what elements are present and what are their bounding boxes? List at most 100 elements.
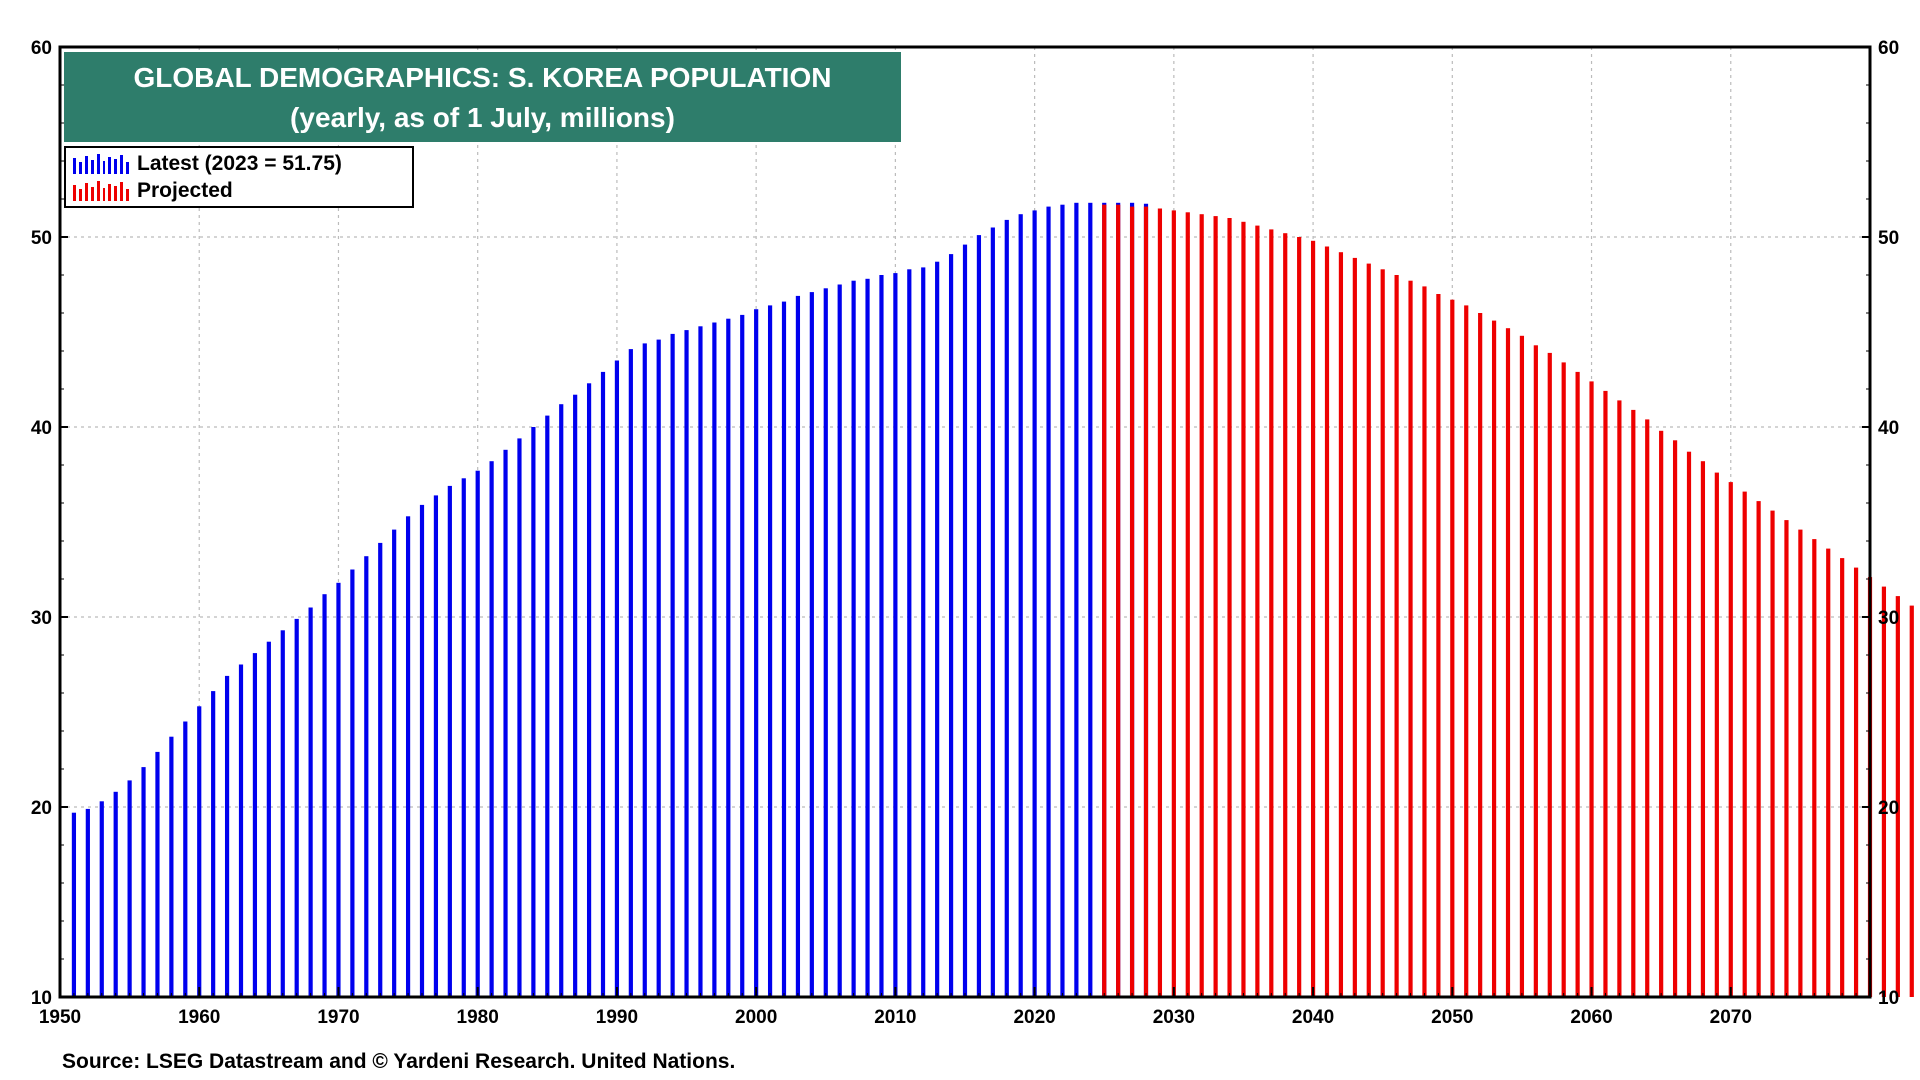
bar-latest-1989: [600, 371, 606, 997]
x-tick-label: 2050: [1431, 1007, 1473, 1028]
bar-latest-2009: [879, 275, 884, 997]
legend-swatch-bar: [84, 182, 88, 201]
bar-latest-2008: [865, 278, 870, 997]
bar-latest-1959: [183, 721, 188, 997]
bar-projected-2051: [1464, 305, 1469, 997]
bar-latest-1999: [740, 314, 745, 997]
source-note: Source: LSEG Datastream and © Yardeni Re…: [62, 1050, 736, 1073]
bar-projected-2054: [1505, 328, 1511, 997]
bar-projected-2082: [1895, 596, 1900, 997]
bar-projected-2069: [1714, 472, 1719, 998]
bar-latest-1952: [85, 808, 90, 997]
legend-swatch-bar: [108, 183, 112, 201]
bar-projected-2043: [1352, 257, 1357, 997]
bar-projected-2083: [1909, 605, 1914, 997]
y-tick-label-right: 10: [1878, 988, 1899, 1009]
bar-latest-1986: [559, 404, 564, 997]
y-tick-label-left: 20: [31, 798, 52, 819]
bar-latest-1998: [726, 318, 731, 997]
bar-projected-2055: [1519, 335, 1525, 997]
bar-latest-1977: [433, 495, 439, 997]
y-tick-label-right: 50: [1878, 228, 1899, 249]
bar-projected-2066: [1672, 440, 1678, 997]
legend-swatch-bar: [126, 188, 130, 201]
bar-latest-2007: [851, 280, 856, 997]
bar-latest-2017: [990, 227, 995, 997]
bar-latest-1968: [308, 607, 313, 997]
bar-projected-2049: [1436, 294, 1441, 997]
bar-latest-1984: [531, 427, 536, 997]
bar-projected-2027: [1129, 206, 1135, 998]
bar-projected-2056: [1533, 345, 1538, 997]
legend-swatch-bar: [90, 159, 94, 174]
bar-latest-1963: [238, 664, 244, 997]
bar-projected-2039: [1297, 237, 1302, 997]
legend-swatch-bar: [78, 188, 82, 201]
x-tick-label: 1950: [39, 1007, 81, 1028]
legend-swatch-bar: [90, 186, 94, 201]
bar-projected-2071: [1742, 491, 1747, 997]
legend-swatch-bar: [73, 157, 76, 174]
legend-swatch-latest: [73, 153, 130, 174]
bar-projected-2079: [1853, 567, 1859, 997]
legend-swatch-bar: [108, 156, 112, 174]
bar-latest-1964: [252, 653, 258, 997]
bar-projected-2026: [1116, 204, 1121, 997]
bar-projected-2063: [1631, 409, 1636, 997]
bar-latest-2016: [976, 235, 982, 998]
bar-latest-1990: [614, 360, 620, 997]
legend-label-latest: Latest (2023 = 51.75): [137, 151, 342, 175]
bar-latest-2011: [907, 269, 912, 997]
bar-latest-2006: [837, 284, 842, 997]
bar-latest-1974: [392, 529, 397, 997]
bar-latest-1994: [670, 333, 675, 997]
legend-swatch-bar: [96, 153, 100, 174]
bar-projected-2047: [1408, 280, 1413, 997]
bar-projected-2045: [1380, 269, 1385, 997]
bar-projected-2035: [1241, 221, 1246, 998]
bar-latest-1969: [322, 594, 327, 997]
bar-latest-1991: [628, 349, 633, 998]
y-tick-label-right: 40: [1878, 418, 1899, 439]
legend-label-projected: Projected: [137, 178, 233, 202]
bar-latest-1978: [447, 485, 452, 997]
legend: Latest (2023 = 51.75) Projected: [64, 146, 414, 208]
bar-projected-2070: [1728, 482, 1733, 998]
bar-projected-2057: [1547, 352, 1552, 997]
bar-latest-1972: [364, 556, 369, 997]
chart-title: GLOBAL DEMOGRAPHICS: S. KOREA POPULATION: [133, 62, 832, 93]
bar-projected-2076: [1812, 539, 1817, 997]
x-tick-label: 2060: [1570, 1007, 1612, 1028]
bar-projected-2031: [1185, 212, 1190, 998]
bar-latest-2002: [781, 301, 787, 998]
bar-latest-2018: [1004, 219, 1009, 997]
legend-swatch-bar: [78, 161, 82, 174]
y-tick-label-left: 30: [31, 608, 52, 629]
bar-projected-2044: [1366, 263, 1371, 998]
legend-swatch-bar: [73, 184, 76, 201]
legend-swatch-projected: [73, 180, 130, 201]
bar-latest-2013: [935, 261, 940, 997]
bar-projected-2065: [1659, 430, 1664, 997]
bar-projected-2048: [1422, 286, 1427, 997]
bar-projected-2042: [1338, 252, 1344, 997]
bar-latest-1962: [224, 675, 230, 997]
bar-latest-2005: [823, 288, 828, 997]
bar-projected-2025: [1102, 204, 1107, 997]
bar-latest-2010: [893, 273, 898, 998]
bars-group: [71, 202, 1914, 998]
bar-projected-2032: [1199, 214, 1204, 997]
bar-latest-2015: [962, 244, 968, 998]
legend-swatch-bar: [96, 180, 100, 201]
bar-latest-1971: [350, 569, 355, 997]
bar-projected-2030: [1171, 210, 1176, 997]
bar-projected-2074: [1784, 520, 1789, 997]
y-tick-label-right: 30: [1878, 608, 1899, 629]
x-tick-label: 1970: [317, 1007, 359, 1028]
bar-projected-2028: [1143, 206, 1149, 998]
legend-swatch-bar: [102, 160, 106, 174]
bar-latest-1966: [280, 630, 285, 997]
bar-projected-2060: [1589, 381, 1594, 997]
